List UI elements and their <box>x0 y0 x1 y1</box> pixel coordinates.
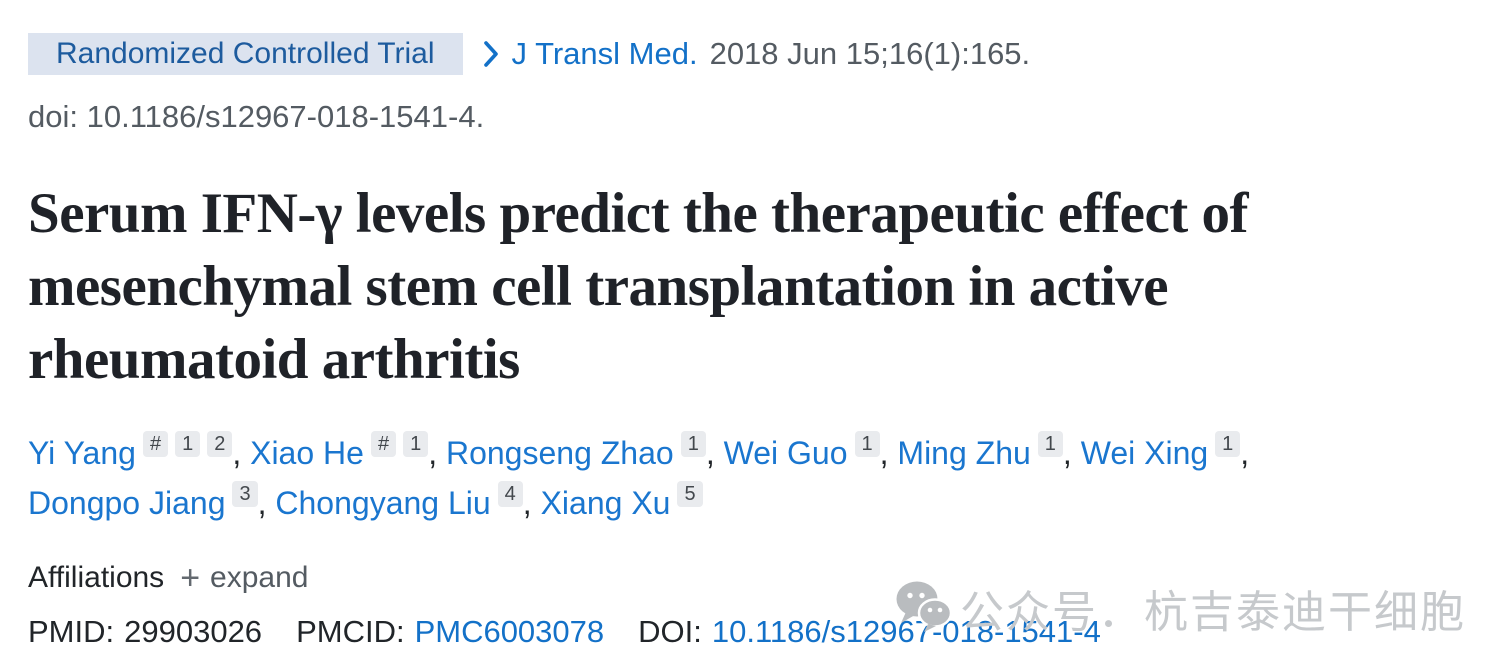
pmcid-label: PMCID: <box>296 614 405 649</box>
pmcid-group: PMCID: PMC6003078 <box>296 614 604 650</box>
author-link[interactable]: Ming Zhu <box>897 435 1031 471</box>
affiliations-row: Affiliations + expand <box>28 560 1462 596</box>
author-separator: , <box>879 435 898 471</box>
affiliations-expand-button[interactable]: + expand <box>180 560 308 596</box>
plus-icon: + <box>180 559 201 597</box>
author-superscript[interactable]: 1 <box>175 431 201 457</box>
chevron-right-icon <box>483 39 500 69</box>
author-link[interactable]: Chongyang Liu <box>275 485 491 521</box>
author-link[interactable]: Xiao He <box>250 435 364 471</box>
pmid-label: PMID: <box>28 614 115 649</box>
author-separator: , <box>705 435 724 471</box>
citation-row: Randomized Controlled Trial J Transl Med… <box>28 33 1462 75</box>
author-link[interactable]: Xiang Xu <box>540 485 671 521</box>
expand-label: expand <box>210 561 309 594</box>
author-separator: , <box>257 485 276 521</box>
doi-group: DOI: 10.1186/s12967-018-1541-4 <box>638 614 1101 650</box>
identifiers-row: PMID: 29903026 PMCID: PMC6003078 DOI: 10… <box>28 614 1462 650</box>
author-superscript[interactable]: 1 <box>1037 431 1063 457</box>
author-superscript[interactable]: # <box>370 431 397 457</box>
author-superscript[interactable]: 3 <box>232 481 258 507</box>
title-line-2: mesenchymal stem cell transplantation in… <box>28 255 1169 318</box>
author-separator: , <box>428 435 446 471</box>
author-link[interactable]: Rongseng Zhao <box>445 435 674 471</box>
doi-line: doi: 10.1186/s12967-018-1541-4. <box>28 99 485 134</box>
journal-citation: J Transl Med. 2018 Jun 15;16(1):165. <box>483 36 1031 72</box>
author-superscript[interactable]: 2 <box>207 431 233 457</box>
author-link[interactable]: Wei Guo <box>723 435 848 471</box>
author-superscript[interactable]: 1 <box>680 431 706 457</box>
author-superscript[interactable]: 4 <box>497 481 523 507</box>
pmid-value: 29903026 <box>124 614 263 649</box>
title-line-3: rheumatoid arthritis <box>28 328 520 391</box>
author-link[interactable]: Wei Xing <box>1080 435 1209 471</box>
pmid-group: PMID: 29903026 <box>28 614 262 650</box>
author-link[interactable]: Yi Yang <box>28 435 136 471</box>
citation-details: 2018 Jun 15;16(1):165. <box>709 36 1031 71</box>
author-separator: , <box>1240 435 1250 471</box>
author-separator: , <box>1062 435 1081 471</box>
author-superscript[interactable]: 5 <box>677 481 703 507</box>
author-link[interactable]: Dongpo Jiang <box>28 485 226 521</box>
doi-label: DOI: <box>638 614 702 649</box>
author-separator: , <box>232 435 251 471</box>
publication-type-badge[interactable]: Randomized Controlled Trial <box>28 33 463 75</box>
pmcid-link[interactable]: PMC6003078 <box>414 614 605 649</box>
journal-link[interactable]: J Transl Med. <box>511 36 698 71</box>
article-title: Serum IFN-γ levels predict the therapeut… <box>28 177 1462 396</box>
author-superscript[interactable]: 1 <box>1215 431 1241 457</box>
author-superscript[interactable]: 1 <box>854 431 880 457</box>
title-line-1: Serum IFN-γ levels predict the therapeut… <box>28 182 1248 245</box>
author-superscript[interactable]: # <box>142 431 169 457</box>
doi-link[interactable]: 10.1186/s12967-018-1541-4 <box>711 614 1101 649</box>
author-separator: , <box>522 485 541 521</box>
authors-list: Yi Yang #1 2, Xiao He #1, Rongseng Zhao 1, W… <box>28 428 1288 528</box>
affiliations-label: Affiliations <box>28 561 165 594</box>
author-superscript[interactable]: 1 <box>403 431 429 457</box>
